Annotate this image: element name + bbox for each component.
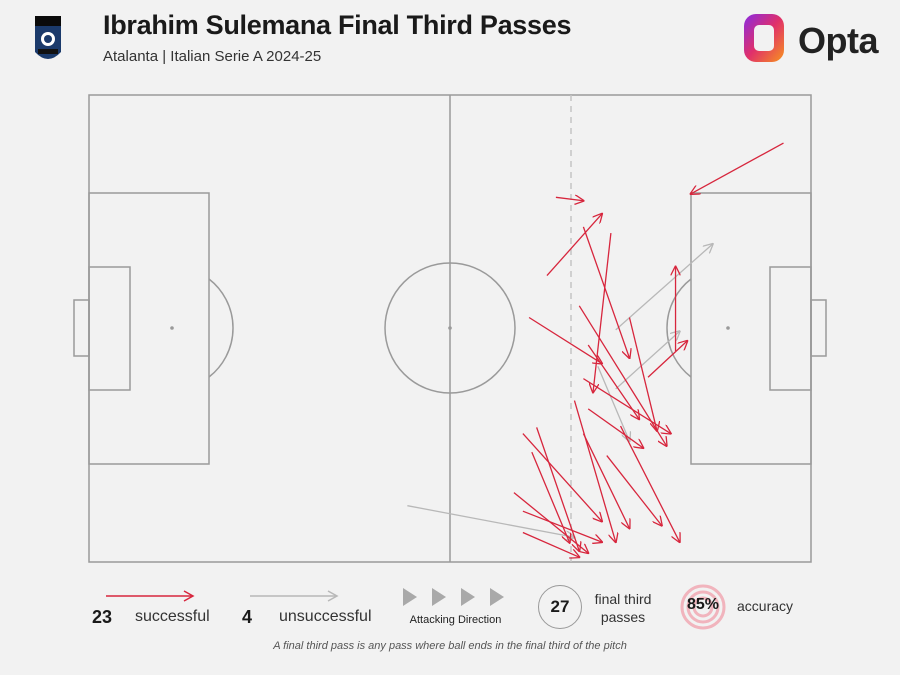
attacking-direction-label: Attacking Direction — [409, 614, 502, 626]
passes-layer — [407, 142, 784, 557]
left-six-yard-box — [88, 266, 131, 391]
opta-mark-icon — [744, 14, 784, 62]
left-goal — [73, 299, 90, 357]
successful-pass-9 — [647, 341, 687, 378]
right-penalty-arc — [666, 278, 692, 378]
left-penalty-arc — [208, 278, 234, 378]
successful-pass-1 — [691, 142, 784, 194]
successful-pass-14 — [582, 433, 629, 529]
successful-legend-arrow — [106, 590, 195, 602]
accuracy-label: accuracy — [737, 598, 794, 614]
unsuccessful-pass-26 — [597, 366, 630, 441]
successful-pass-3 — [546, 214, 602, 277]
successful-pass-12 — [583, 378, 670, 434]
page-subtitle: Atalanta | Italian Serie A 2024-25 — [103, 48, 322, 65]
accuracy-value: 85% — [686, 596, 720, 613]
center-circle — [384, 262, 516, 394]
successful-pass-18 — [573, 400, 615, 542]
unsuccessful-pass-27 — [407, 505, 574, 538]
successful-pass-13 — [587, 408, 643, 448]
successful-pass-2 — [555, 197, 584, 200]
right-six-yard-box — [769, 266, 812, 391]
successful-count: 23 — [92, 607, 113, 627]
successful-pass-22 — [522, 510, 602, 542]
successful-pass-20 — [619, 425, 680, 542]
right-penalty-spot — [726, 326, 730, 330]
accuracy-target-icon — [680, 584, 726, 630]
page-title: Ibrahim Sulemana Final Third Passes — [103, 10, 572, 40]
unsuccessful-legend-arrow — [250, 590, 339, 602]
successful-pass-6 — [528, 316, 602, 364]
total-passes-label: final third passes — [588, 590, 658, 626]
successful-pass-15 — [522, 433, 602, 522]
successful-label: successful — [135, 608, 210, 625]
opta-logo-text: Opta — [798, 20, 879, 61]
left-penalty-spot — [170, 326, 174, 330]
opta-logo: Opta — [740, 10, 880, 70]
unsuccessful-pass-25 — [615, 331, 680, 390]
successful-pass-19 — [606, 455, 662, 526]
atalanta-crest-icon — [35, 16, 61, 59]
total-passes-label-line2: passes — [600, 609, 646, 625]
unsuccessful-pass-24 — [615, 244, 713, 331]
left-penalty-box — [88, 192, 210, 465]
successful-pass-5 — [593, 232, 612, 392]
pitch-markings — [73, 94, 827, 563]
total-passes-badge: 27 — [538, 585, 582, 629]
successful-pass-16 — [531, 451, 570, 543]
unsuccessful-label: unsuccessful — [279, 608, 372, 625]
total-passes-label-line1: final third — [594, 591, 652, 607]
unsuccessful-count: 4 — [242, 607, 253, 627]
successful-pass-23 — [522, 531, 579, 557]
attacking-direction-icon — [403, 588, 504, 606]
right-penalty-box — [690, 192, 812, 465]
center-spot — [448, 326, 452, 330]
total-passes-value: 27 — [550, 597, 570, 616]
footnote: A final third pass is any pass where bal… — [273, 640, 627, 652]
right-goal — [810, 299, 827, 357]
successful-pass-7 — [587, 344, 639, 419]
successful-pass-11 — [628, 317, 657, 431]
successful-pass-4 — [582, 226, 629, 358]
